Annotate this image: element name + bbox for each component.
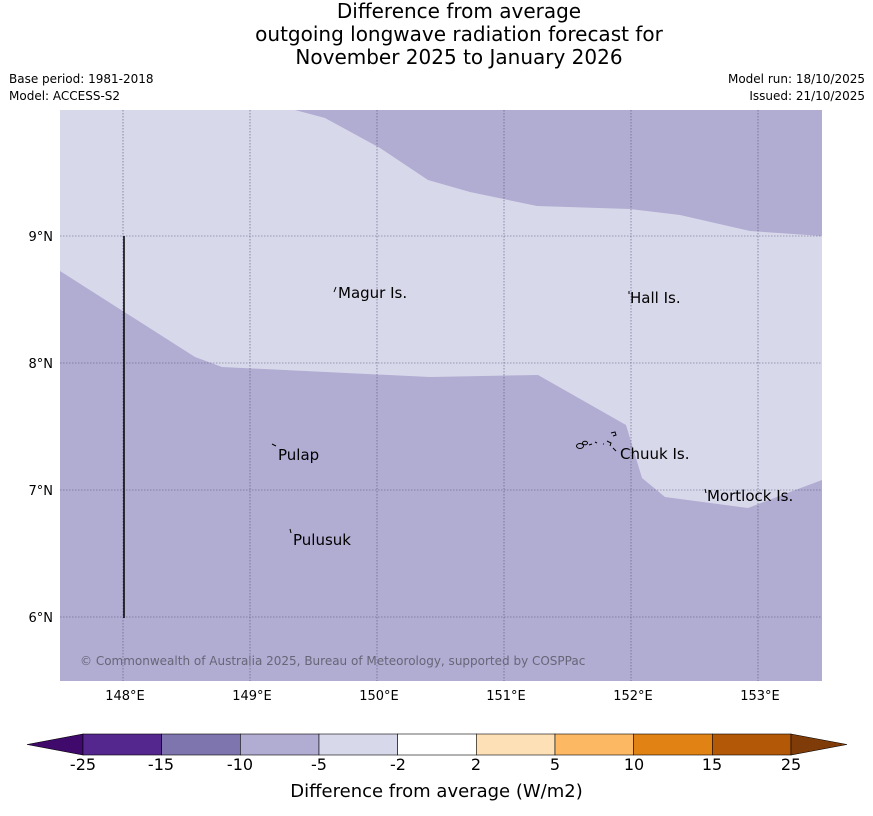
colorbar-tick-neg10: -10 (226, 755, 254, 774)
islands (271, 286, 707, 534)
colorbar-tick-neg5: -5 (311, 755, 327, 774)
lat-label-8n: 8°N (29, 357, 54, 372)
place-label-chuuk: Chuuk Is. (620, 445, 689, 463)
lon-labels: 148°E 149°E 150°E 151°E 152°E 153°E (105, 689, 780, 704)
colorbar-segment-6 (476, 733, 556, 756)
colorbar-extend-low (26, 733, 84, 756)
island-chuuk-lagoon (576, 431, 617, 452)
map-title: Difference from average outgoing longwav… (0, 0, 873, 69)
lat-label-6n: 6°N (29, 611, 54, 626)
colorbar-tick-5: 5 (549, 755, 561, 774)
title-line-1: Difference from average (336, 0, 582, 23)
colorbar-tick-neg25: -25 (69, 755, 97, 774)
island-pulusuk (289, 528, 292, 534)
lon-label-153e: 153°E (740, 689, 780, 704)
colorbar-segment-2 (161, 733, 241, 756)
colorbar-tick-neg2: -2 (390, 755, 406, 774)
copyright-notice: © Commonwealth of Australia 2025, Bureau… (80, 654, 585, 668)
base-period: Base period: 1981-2018 (9, 72, 154, 86)
model-run: Model run: 18/10/2025 (727, 72, 865, 86)
colorbar-segment-7 (554, 733, 634, 756)
lat-label-9n: 9°N (29, 230, 54, 245)
colorbar-tick-10: 10 (623, 755, 645, 774)
colorbar-segment-4 (318, 733, 398, 756)
title-line-3: November 2025 to January 2026 (295, 45, 623, 69)
colorbar-segment-1 (82, 733, 162, 756)
colorbar-extend-high (790, 733, 848, 756)
colorbar-segment-3 (240, 733, 320, 756)
island-mortlock (704, 488, 707, 494)
lon-label-149e: 149°E (232, 689, 272, 704)
graticule (60, 110, 822, 681)
colorbar-tick-15: 15 (701, 755, 723, 774)
island-magur (333, 286, 337, 293)
lon-label-151e: 151°E (486, 689, 526, 704)
place-label-hall: Hall Is. (630, 289, 681, 307)
colorbar-tick-2: 2 (470, 755, 482, 774)
colorbar-tick-neg15: -15 (147, 755, 175, 774)
place-label-magur: Magur Is. (338, 284, 407, 302)
place-label-pulusuk: Pulusuk (293, 531, 351, 549)
lat-label-7n: 7°N (29, 484, 54, 499)
lon-label-150e: 150°E (359, 689, 399, 704)
lon-label-148e: 148°E (105, 689, 145, 704)
map-area: Magur Is. Hall Is. Pulap Chuuk Is. Mortl… (60, 110, 822, 681)
island-pulap (271, 443, 277, 447)
title-line-2: outgoing longwave radiation forecast for (255, 22, 663, 46)
colorbar-segment-8 (633, 733, 713, 756)
zone-light-lavender (60, 110, 822, 508)
model-name: Model: ACCESS-S2 (9, 89, 121, 103)
colorbar-title: Difference from average (W/m2) (290, 781, 583, 802)
colorbar-tick-25: 25 (780, 755, 802, 774)
lon-label-152e: 152°E (613, 689, 653, 704)
colorbar-segment-5 (397, 733, 477, 756)
lat-labels: 9°N 8°N 7°N 6°N (29, 230, 54, 626)
meta-right: Model run: 18/10/2025 Issued: 21/10/2025 (728, 71, 865, 105)
colorbar-segment-9 (712, 733, 792, 756)
place-label-pulap: Pulap (278, 446, 319, 464)
place-label-mortlock: Mortlock Is. (707, 487, 793, 505)
meta-left: Base period: 1981-2018 Model: ACCESS-S2 (9, 71, 154, 105)
colorbar (26, 733, 848, 756)
issued-date: Issued: 21/10/2025 (749, 89, 865, 103)
